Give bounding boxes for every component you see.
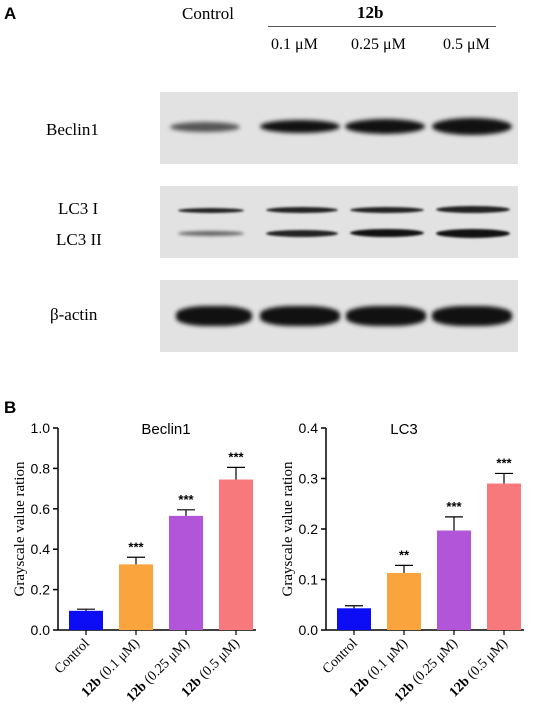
blot-band: [178, 208, 244, 213]
lc3-bar-chart: LC3 Grayscale value ration 0.0 0.1 0.2 0.3 0.4…: [280, 420, 524, 705]
blot-band: [260, 120, 340, 133]
concentration-label: 0.1 μM: [271, 36, 318, 53]
y-tick-label: 0.0: [31, 622, 51, 638]
chart-title: Beclin1: [141, 421, 190, 438]
y-tick-label: 1.0: [31, 420, 51, 436]
significance-label: ***: [228, 449, 244, 464]
compound-bracket-line: [268, 26, 496, 27]
y-axis-label: Grayscale value ration: [12, 461, 28, 596]
bar: [487, 483, 521, 630]
actin-blot: [160, 280, 518, 352]
y-tick-label: 0.4: [299, 420, 319, 436]
bar: [119, 564, 153, 630]
concentration-label: 0.25 μM: [351, 36, 406, 53]
significance-label: ***: [446, 499, 462, 514]
bar: [169, 515, 203, 630]
y-tick-label: 0.3: [299, 471, 319, 487]
significance-label: ***: [178, 492, 194, 507]
y-tick-label: 0.2: [299, 521, 319, 537]
panel-a-label: A: [4, 4, 17, 23]
y-tick-label: 0.0: [299, 622, 319, 638]
blot-band: [266, 207, 338, 213]
lc3-blot: [160, 186, 518, 258]
blot-band: [432, 118, 512, 135]
x-tick-label: Control: [320, 636, 361, 677]
blot-band: [350, 229, 424, 237]
bar: [69, 610, 103, 630]
blot-band: [436, 229, 510, 238]
y-axis-label: Grayscale value ration: [280, 461, 296, 596]
y-tick-label: 0.1: [299, 572, 319, 588]
blot-band: [345, 119, 425, 134]
blot-band: [436, 206, 510, 213]
blot-band: [432, 306, 512, 326]
y-tick-label: 0.8: [31, 460, 51, 476]
significance-label: ***: [128, 539, 144, 554]
bar: [437, 530, 471, 630]
bar: [387, 572, 421, 630]
x-tick-label: Control: [52, 636, 93, 677]
blot-band: [176, 306, 252, 326]
blot-band: [350, 207, 424, 213]
chart-title: LC3: [390, 421, 418, 438]
blot-band: [266, 230, 338, 237]
beclin1-label: Beclin1: [46, 120, 99, 139]
bar: [219, 479, 253, 630]
significance-label: **: [399, 547, 410, 562]
control-header: Control: [182, 4, 234, 23]
lc3-ii-label: LC3 II: [56, 230, 102, 249]
bar: [337, 608, 371, 630]
significance-label: ***: [496, 455, 512, 470]
blot-band: [346, 306, 426, 326]
concentration-label: 0.5 μM: [443, 36, 490, 53]
blot-band: [260, 306, 340, 326]
y-tick-label: 0.4: [31, 541, 51, 557]
beclin1-blot: [160, 92, 518, 164]
lc3-i-label: LC3 I: [58, 199, 99, 218]
y-tick-label: 0.2: [31, 582, 51, 598]
actin-label: β-actin: [50, 305, 98, 324]
panel-b-label: B: [4, 398, 17, 417]
blot-band: [170, 122, 240, 132]
y-tick-label: 0.6: [31, 501, 51, 517]
blot-band: [178, 231, 244, 236]
beclin1-bar-chart: Beclin1 Grayscale value ration 0.0 0.2 0.4 0.…: [12, 420, 256, 705]
compound-header: 12b: [357, 3, 384, 22]
